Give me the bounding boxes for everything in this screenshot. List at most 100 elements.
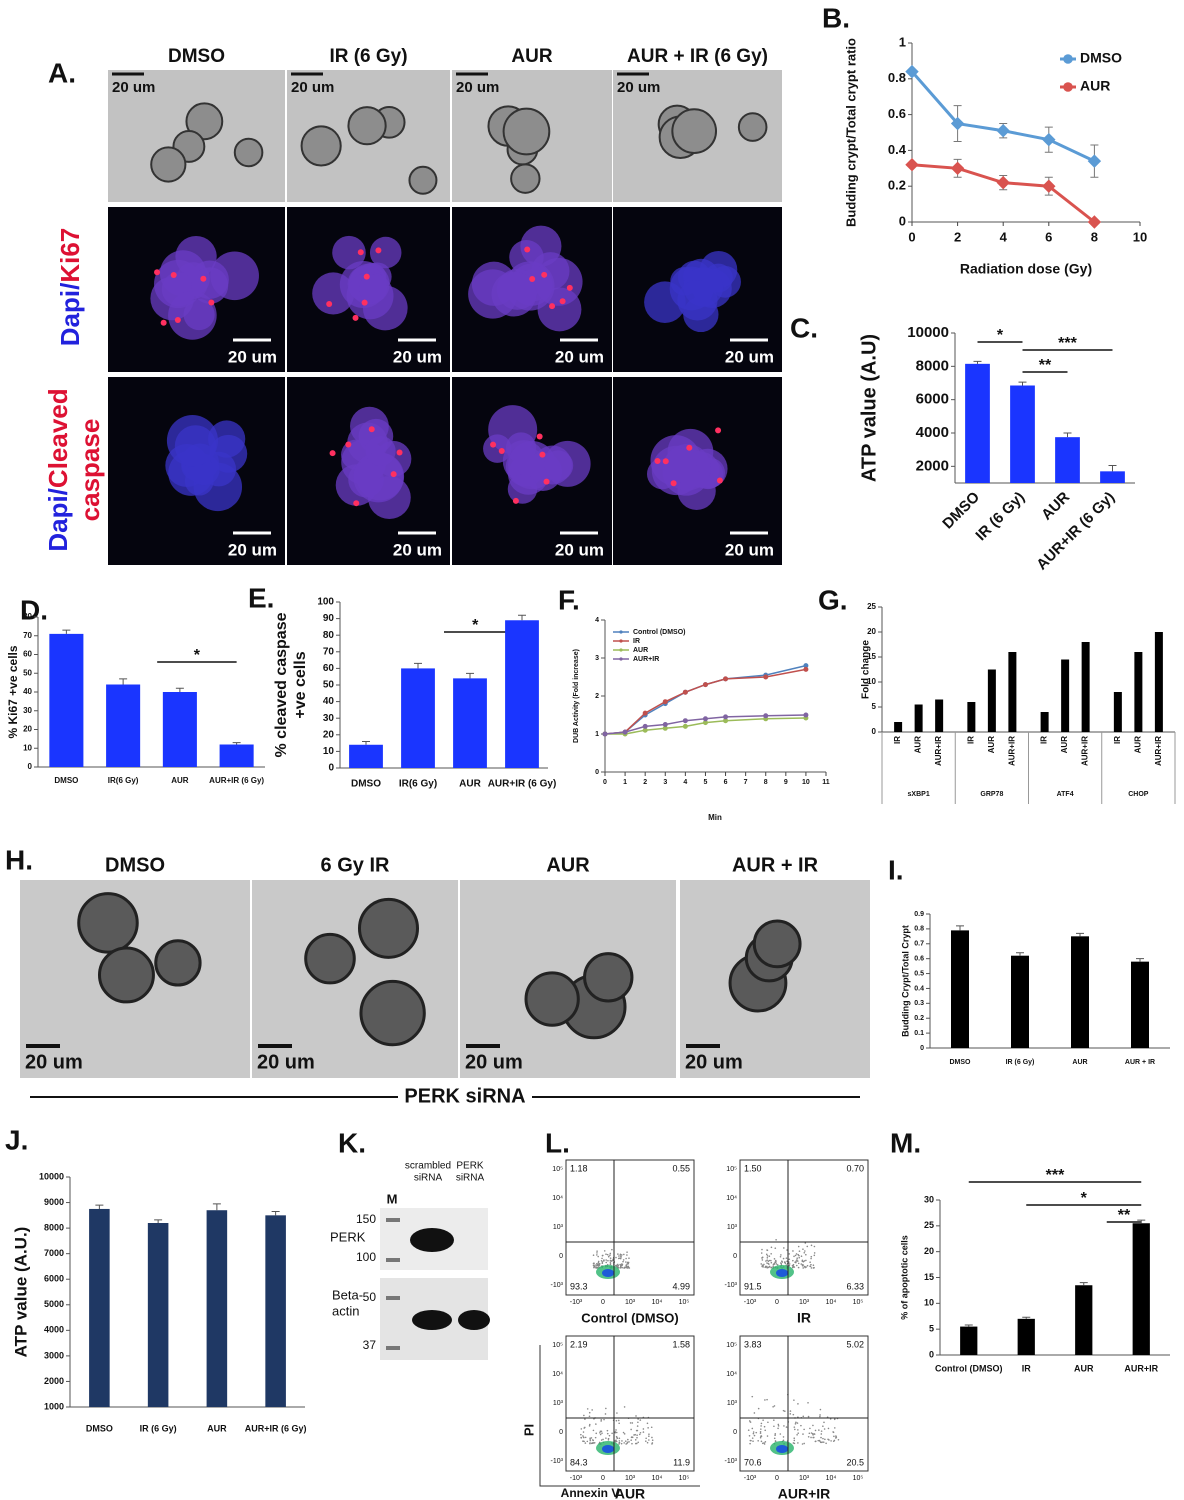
organoid [737,112,768,142]
group-label: ATF4 [1057,791,1074,798]
axis-tick-label: 10⁵ [552,1166,563,1173]
event [761,1256,764,1259]
event [648,1433,650,1435]
stain [200,275,207,282]
event [760,1440,763,1443]
group-label: CHOP [1128,791,1149,798]
ladder-band [386,1346,400,1350]
y-tick-label: 0.6 [914,956,924,963]
legend-swatch [1063,54,1073,64]
event [794,1428,796,1431]
event [606,1253,609,1256]
bar [106,684,141,767]
y-axis-label: Budding Crypt/Total Crypt [900,925,910,1037]
event [801,1264,804,1267]
event [796,1257,798,1259]
event [779,1433,782,1435]
event [813,1245,816,1248]
stain [375,247,382,254]
dot-plot [565,1159,695,1296]
x-tick-label: AUR+IR (6 Gy) [245,1423,307,1433]
event [747,1429,750,1431]
axis-tick-label: -10³ [725,1458,738,1465]
event [596,1263,598,1265]
row-label-part: Ki67 [55,228,85,283]
event [751,1437,754,1439]
bar [162,692,197,767]
quadrant-value: 1.58 [672,1339,690,1349]
x-tick-label: DMSO [950,1059,972,1066]
event [795,1261,797,1264]
organoid [524,971,580,1027]
scale-bar-label: 20 um [112,79,155,96]
point [723,676,729,682]
event [623,1442,625,1444]
event [607,1439,610,1441]
event [588,1411,591,1414]
organoid [483,434,512,463]
event [589,1439,592,1442]
error-bar [1079,1282,1088,1286]
error-bar [62,629,71,634]
y-tick-label: 0.1 [914,1030,924,1037]
event [589,1442,591,1444]
panel-label: H. [5,844,33,875]
event [774,1433,777,1435]
point [622,729,628,735]
stain [357,249,364,256]
y-tick-label: 3000 [44,1350,64,1360]
event [627,1438,629,1441]
event [647,1427,649,1429]
event [598,1264,601,1266]
y-tick-label: 0 [899,213,906,228]
scale-bar-label: 20 um [228,540,277,559]
event [609,1261,612,1263]
bar [349,744,383,768]
event [618,1443,620,1445]
event [773,1405,776,1407]
y-tick-label: 0.2 [914,1015,924,1022]
event [601,1262,604,1265]
event [805,1259,807,1262]
quadrant-value: 0.70 [846,1163,864,1173]
event [812,1434,814,1436]
event [765,1260,767,1262]
axis-tick-label: 10³ [553,1224,564,1231]
bar [1008,652,1017,732]
event [618,1255,620,1257]
event [606,1429,609,1432]
event [770,1252,772,1255]
bar [1154,632,1163,732]
event [772,1263,775,1266]
event [766,1267,769,1269]
event [752,1432,755,1435]
axis-tick-label: 10⁵ [679,1475,690,1482]
event [599,1432,601,1434]
event [810,1267,813,1269]
event [823,1428,826,1430]
event [792,1250,794,1252]
y-tick-label: 0.6 [888,106,906,121]
stain [536,433,543,440]
y-tick-label: 5 [872,702,877,711]
event [800,1424,802,1427]
axis-tick-label: 10⁴ [726,1195,737,1202]
axis-label: PI [521,1424,536,1436]
stain [686,444,693,451]
bar [951,930,969,1048]
y-tick-label: 60 [23,650,32,659]
event [794,1423,797,1425]
event [592,1429,595,1432]
event [777,1427,779,1430]
event [626,1263,628,1265]
organoid [671,108,718,154]
event [797,1429,799,1431]
event [807,1415,810,1418]
panel-label: F. [558,584,580,615]
dot-plot [739,1335,869,1472]
event [770,1259,772,1262]
event [797,1403,799,1405]
event [767,1266,770,1269]
row-label-part: Dapi/ [43,488,73,552]
event [609,1257,612,1259]
